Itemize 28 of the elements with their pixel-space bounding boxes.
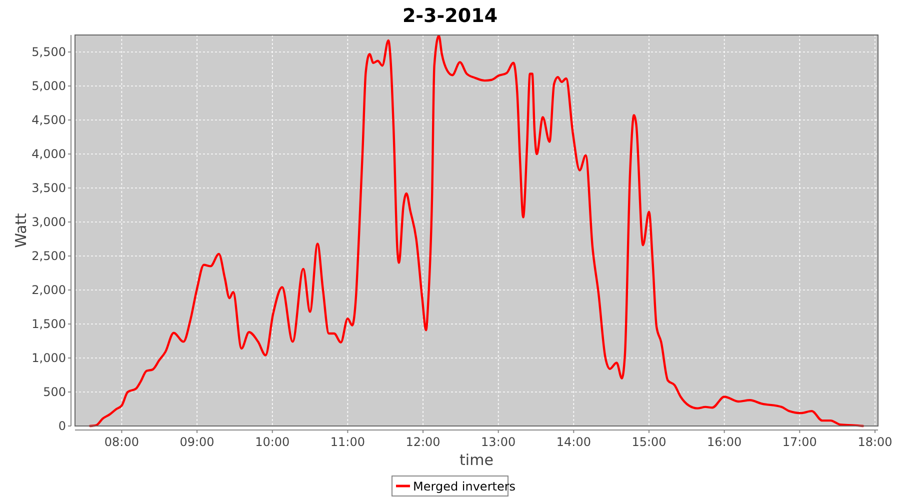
x-tick-label: 12:00: [406, 435, 440, 449]
x-tick-label: 10:00: [255, 435, 290, 449]
x-tick-label: 08:00: [104, 435, 139, 449]
y-tick-label: 4,000: [32, 147, 66, 161]
y-tick-label: 3,000: [32, 215, 66, 229]
y-tick-label: 5,500: [32, 45, 66, 59]
x-tick-label: 17:00: [782, 435, 817, 449]
x-tick-label: 18:00: [858, 435, 892, 449]
y-tick-label: 2,000: [32, 283, 66, 297]
y-tick-label: 2,500: [32, 249, 66, 263]
x-tick-label: 09:00: [180, 435, 214, 449]
x-tick-label: 13:00: [481, 435, 516, 449]
x-axis-title: time: [460, 451, 494, 469]
chart-title: 2-3-2014: [402, 5, 498, 27]
y-tick-label: 1,500: [32, 317, 66, 331]
x-tick-label: 11:00: [330, 435, 365, 449]
x-tick-label: 15:00: [632, 435, 666, 449]
line-series: [88, 34, 864, 428]
y-tick-label: 500: [43, 385, 66, 399]
x-tick-label: 14:00: [556, 435, 591, 449]
legend-label: Merged inverters: [413, 480, 516, 494]
y-tick-label: 3,500: [32, 181, 66, 195]
x-tick-label: 16:00: [707, 435, 742, 449]
y-tick-label: 4,500: [32, 113, 66, 127]
y-tick-label: 0: [58, 419, 66, 433]
y-tick-label: 5,000: [32, 79, 66, 93]
y-axis-title: Watt: [12, 212, 30, 248]
y-tick-label: 1,000: [32, 351, 66, 365]
